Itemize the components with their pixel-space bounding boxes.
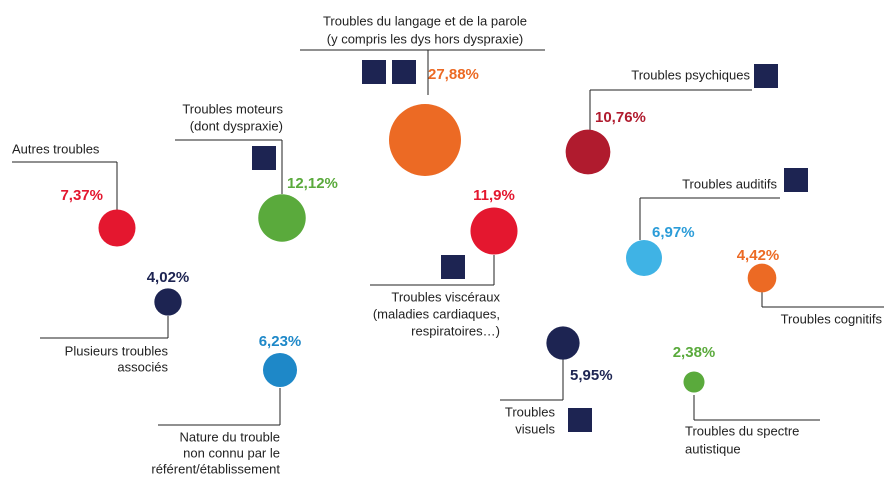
category-label: Troubles viscéraux [391, 289, 500, 304]
category-label: (y compris les dys hors dyspraxie) [327, 31, 524, 46]
category-label: Troubles du spectre [685, 423, 799, 438]
category-label: associés [117, 359, 168, 374]
icon-hearing [784, 168, 808, 192]
category-label: non connu par le [183, 445, 280, 460]
icons [252, 60, 808, 432]
value-label: 6,97% [652, 224, 695, 241]
icon-visceral [441, 255, 465, 279]
value-label: 12,12% [287, 175, 338, 192]
value-label: 27,88% [428, 66, 479, 83]
bubble [389, 104, 461, 176]
category-label: visuels [515, 421, 555, 436]
value-label: 4,42% [737, 247, 780, 264]
value-label: 5,95% [570, 367, 613, 384]
value-label: 4,02% [147, 269, 190, 286]
bubble [747, 263, 777, 293]
category-label: Troubles [505, 404, 556, 419]
category-label: Troubles psychiques [631, 67, 750, 82]
bubble [470, 207, 518, 255]
bubble [626, 240, 662, 276]
category-label: Troubles du langage et de la parole [323, 13, 527, 28]
category-label: (maladies cardiaques, [373, 306, 500, 321]
category-label: Troubles cognitifs [781, 311, 883, 326]
bubble [546, 326, 580, 360]
category-label: respiratoires…) [411, 323, 500, 338]
bubble [258, 194, 306, 242]
category-label: autistique [685, 441, 741, 456]
category-label: Plusieurs troubles [65, 343, 169, 358]
category-label: Troubles moteurs [182, 101, 283, 116]
icon-speech [392, 60, 416, 84]
category-label: Troubles auditifs [682, 176, 777, 191]
bubble [154, 288, 182, 316]
value-label: 7,37% [60, 187, 103, 204]
bubble [565, 129, 611, 175]
category-label: référent/établissement [151, 461, 280, 476]
bubble [98, 209, 136, 247]
bubble [683, 371, 705, 393]
value-label: 6,23% [259, 333, 302, 350]
value-label: 10,76% [595, 109, 646, 126]
value-label: 11,9% [473, 187, 515, 204]
category-label: Autres troubles [12, 141, 100, 156]
category-label: Nature du trouble [180, 429, 280, 444]
icon-motor [252, 146, 276, 170]
value-label: 2,38% [673, 344, 716, 361]
icon-dys [362, 60, 386, 84]
category-label: (dont dyspraxie) [190, 118, 283, 133]
icon-psychic [754, 64, 778, 88]
icon-visual [568, 408, 592, 432]
bubble [262, 352, 298, 388]
